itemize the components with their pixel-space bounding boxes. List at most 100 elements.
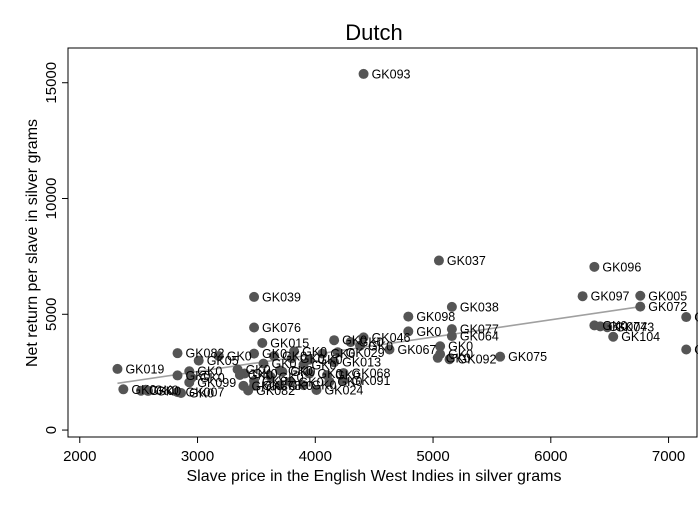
y-tick-label: 5000 (43, 298, 60, 331)
x-tick-label: 5000 (416, 448, 449, 465)
x-axis-label: Slave price in the English West Indies i… (187, 468, 562, 485)
data-point (298, 359, 309, 370)
point-label: GK037 (447, 254, 486, 268)
point-label: GK0 (253, 367, 278, 381)
point-label: GK024 (324, 383, 363, 397)
point-label: GK0 (299, 375, 324, 389)
data-point (143, 385, 154, 396)
data-point (681, 312, 692, 323)
fit-line (117, 305, 641, 385)
data-point (403, 311, 414, 322)
data-point (495, 351, 506, 362)
point-label: GK098 (416, 310, 455, 324)
point-label: GK0 (227, 349, 252, 363)
point-label: GK0 (288, 364, 313, 378)
data-point (249, 291, 260, 302)
point-label: GK029 (346, 346, 385, 360)
data-point (433, 255, 444, 266)
data-point (311, 384, 322, 395)
data-point (184, 377, 195, 388)
point-label: GK0 (156, 384, 181, 398)
point-label: GK068 (352, 367, 391, 381)
x-tick-label: 7000 (652, 448, 685, 465)
point-label: GK0 (337, 375, 362, 389)
y-tick-label: 0 (43, 426, 60, 434)
y-tick-label: 10000 (43, 178, 60, 220)
point-label: GK0 (251, 379, 276, 393)
x-tick-label: 2000 (63, 448, 96, 465)
x-tick-label: 6000 (534, 448, 567, 465)
data-point (332, 347, 343, 358)
x-tick-label: 3000 (181, 448, 214, 465)
point-label: GK0 (694, 311, 698, 325)
data-point (274, 380, 285, 391)
data-point (172, 370, 183, 381)
data-point (277, 366, 288, 377)
data-point (324, 376, 335, 387)
point-label: GK0 (262, 374, 287, 388)
y-axis-label: Net return per slave in silver grams (24, 119, 41, 367)
point-label: GK0 (197, 365, 222, 379)
data-point (602, 322, 613, 333)
data-point (358, 332, 369, 343)
point-label: GK0 (189, 387, 214, 401)
point-label: GK0 (448, 348, 473, 362)
data-point (176, 388, 187, 399)
data-point (338, 368, 349, 379)
data-point (258, 358, 269, 369)
point-label: GK0 (302, 345, 327, 359)
point-label: GK015 (270, 336, 309, 350)
point-label: GK0 (312, 379, 337, 393)
point-label: GK0 (448, 340, 473, 354)
data-point (577, 291, 588, 302)
data-point (403, 326, 414, 337)
y-tick-label: 15000 (43, 62, 60, 104)
point-label: GK092 (458, 353, 497, 367)
point-label: GK0 (262, 347, 287, 361)
point-label: GK0 (359, 336, 384, 350)
data-point (338, 375, 349, 386)
data-point (304, 368, 315, 379)
point-label: GK0 (279, 370, 304, 384)
point-label: GK0 (131, 383, 156, 397)
point-label: GK082 (256, 384, 295, 398)
point-label: GK0 (602, 319, 627, 333)
point-label: GK072 (648, 300, 687, 314)
data-point (444, 354, 455, 365)
data-point (317, 348, 328, 359)
data-point (234, 369, 245, 380)
point-label: GK073 (615, 321, 654, 335)
data-point (286, 353, 297, 364)
data-point (345, 337, 356, 348)
plot-frame (67, 47, 698, 438)
data-point (589, 261, 600, 272)
point-label: GK0 (446, 351, 471, 365)
point-label: GK0 (312, 358, 337, 372)
point-label: GK007 (186, 386, 225, 400)
data-point (249, 322, 260, 333)
point-label: GK067 (397, 343, 436, 357)
point-label: GK0 (282, 349, 307, 363)
point-label: GK0 (335, 369, 360, 383)
point-label: GK093 (372, 67, 411, 81)
point-label: GK082 (186, 347, 225, 361)
point-label: GK077 (460, 323, 499, 337)
data-point (136, 385, 147, 396)
x-tick-label: 4000 (299, 448, 332, 465)
point-label: GK038 (460, 300, 499, 314)
point-label: GK0 (271, 357, 296, 371)
data-point (329, 357, 340, 368)
data-point (298, 380, 309, 391)
point-label: GK0 (300, 352, 325, 366)
data-point (193, 355, 204, 366)
point-label: GK0 (368, 339, 393, 353)
point-label: GK0 (416, 325, 441, 339)
point-label: GK0 (154, 383, 179, 397)
point-label: GK0 (288, 379, 313, 393)
data-point (172, 348, 183, 359)
point-label: GK076 (262, 321, 301, 335)
data-point (635, 290, 646, 301)
data-point (269, 350, 280, 361)
point-label: GK0 (330, 347, 355, 361)
